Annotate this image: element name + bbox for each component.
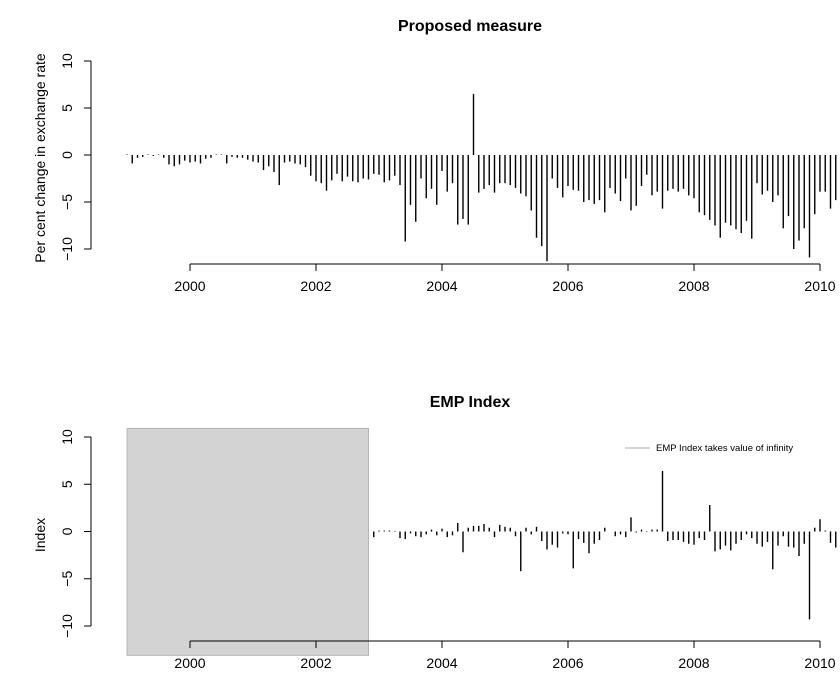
y-axis-label: Per cent change in exchange rate: [32, 53, 48, 263]
axes: −10 −5 0 5 10 2000 2002 2004 2006 2008 2010: [59, 429, 836, 671]
x-tick-label: 2008: [678, 278, 709, 294]
y-tick-label: 10: [59, 53, 75, 69]
y-tick-label: 5: [59, 104, 75, 112]
y-tick-label: 5: [59, 480, 75, 488]
infinity-shaded-region: [126, 427, 369, 656]
x-tick-label: 2010: [804, 655, 835, 671]
x-tick-label: 2004: [426, 655, 457, 671]
legend-label: EMP Index takes value of infinity: [656, 443, 793, 454]
x-tick-label: 2002: [300, 278, 331, 294]
y-tick-label: −5: [59, 194, 75, 210]
y-tick-label: −10: [59, 237, 75, 261]
x-tick-label: 2008: [678, 655, 709, 671]
chart-title: EMP Index: [430, 394, 511, 411]
x-tick-label: 2000: [174, 278, 205, 294]
y-tick-label: 0: [59, 151, 75, 159]
proposed-measure-panel: Proposed measure Per cent change in exch…: [32, 18, 837, 294]
y-tick-label: −5: [59, 571, 75, 587]
y-tick-label: 10: [59, 429, 75, 445]
x-tick-label: 2004: [426, 278, 457, 294]
legend: EMP Index takes value of infinity: [625, 443, 793, 454]
infinity-region: [126, 427, 369, 656]
y-tick-label: −10: [59, 614, 75, 638]
bar-series: [126, 93, 837, 262]
x-tick-label: 2002: [300, 655, 331, 671]
axes: −10 −5 0 5 10 2000 2002 2004 2006 2008 2010: [59, 53, 836, 294]
x-tick-label: 2010: [804, 278, 835, 294]
emp-index-panel: EMP Index Index −10 −5 0 5 10 2000 2002 2004 200…: [32, 394, 837, 671]
y-tick-label: 0: [59, 527, 75, 535]
chart-title: Proposed measure: [398, 18, 542, 35]
x-tick-label: 2000: [174, 655, 205, 671]
bar-series: [373, 471, 837, 620]
y-axis-label: Index: [32, 518, 48, 552]
x-tick-label: 2006: [552, 655, 583, 671]
x-tick-label: 2006: [552, 278, 583, 294]
